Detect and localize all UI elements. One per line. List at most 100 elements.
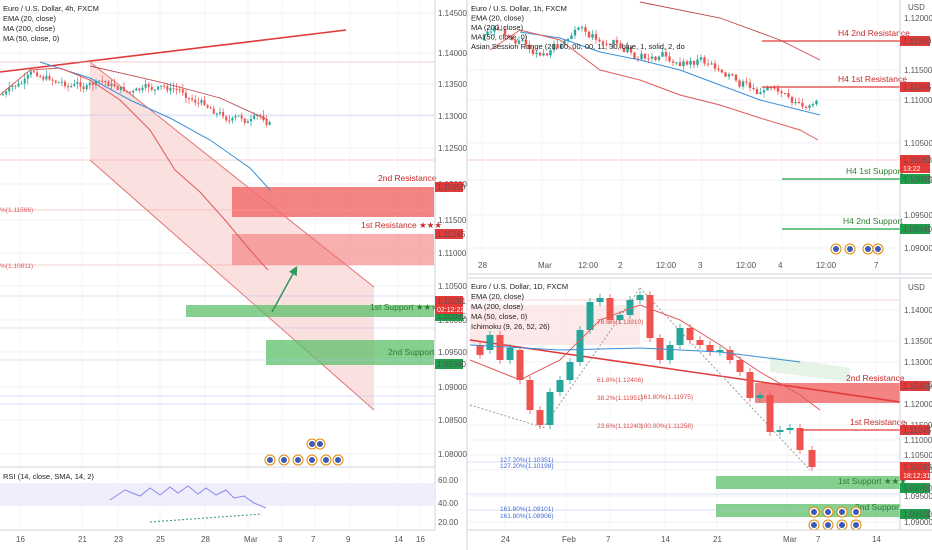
candle [647,58,650,60]
candle [496,27,500,30]
last-price: 1.10263 [903,463,932,472]
candle [573,29,577,36]
candle [222,112,225,117]
y-tick-label: 1.14000 [438,49,467,58]
candle [259,114,262,116]
fib-label: 161.80%(1.08906) [500,513,554,520]
x-tick-label: 9 [346,535,351,544]
candle [535,52,538,54]
candle [228,120,231,122]
candle [671,61,675,63]
candle [586,302,594,330]
panel-4h: 2nd Resistance 1st Resistance ★★★ 1st Supp… [0,0,468,544]
zone-1st-support [716,476,900,489]
level-label: H4 1st Support [846,166,903,176]
candle [116,86,119,90]
candle [615,39,619,44]
candle [516,350,524,380]
panel-1h: H4 2nd Resistance H4 1st Resistance H4 1st… [466,0,932,550]
candle [135,88,138,91]
y-tick-label: 1.10500 [904,451,932,460]
candle [219,112,221,114]
candle [521,40,524,42]
candle [650,56,654,59]
candle [605,43,608,45]
candle [503,29,507,36]
candle [42,76,45,80]
level-label: H4 2nd Support [843,216,903,226]
fib-label: %(1.10811) [0,263,33,270]
countdown: 18:12:31 [903,473,930,480]
fib-label: 161.80%(1.11975) [640,394,693,401]
price-tag [900,224,930,234]
candle [119,86,122,90]
panel-1d: 78.6%(1.13910) 61.8%(1.12406) 38.2%(1.1195… [468,277,932,544]
candle [531,49,535,54]
x-tick-label: 3 [698,261,703,270]
level-label: 2nd Support [388,347,435,357]
zone-1st-resistance [232,234,434,265]
zone-1st-support [186,305,434,317]
candle [88,82,91,86]
candle [796,428,804,450]
candle [150,87,153,90]
candle [727,74,731,77]
x-tick-label: Mar [783,535,797,544]
candle [528,44,531,50]
y-tick-label: 1.13500 [438,80,467,89]
x-tick-label: Feb [562,535,576,544]
rsi-tick-label: 60.00 [438,476,459,485]
candle [510,36,514,40]
candle [591,34,594,38]
fib-swing-line [639,287,811,471]
candle [804,106,808,108]
candle [500,29,503,31]
candle [79,82,82,87]
y-tick-label: 1.11500 [904,66,932,75]
candle [546,392,554,425]
candle [676,328,684,345]
candle [160,85,163,87]
candle [101,80,104,82]
candle [626,300,634,315]
candle [545,53,549,56]
ma50-line [469,344,801,363]
x-tick-label: 16 [416,535,425,544]
candle [240,115,243,119]
zone-2nd-resistance [232,187,434,217]
fib-label: 127.20%(1.10351) [500,457,554,464]
candle [153,89,156,91]
candle [246,121,249,123]
last-price: 1.10263 [903,156,932,165]
candle [496,335,504,360]
candle [23,78,26,84]
candle [686,328,694,340]
fib-label: 78.6%(1.13910) [597,319,643,326]
ema20-line [489,29,819,141]
countdown: 13:22 [903,166,921,173]
candle [654,56,657,60]
candle [265,120,268,125]
candle [17,83,20,87]
x-tick-label: 7 [816,535,821,544]
candle [8,87,11,92]
legend-line: Asian Session Range (20, 00, 00, 00, 11,… [471,42,685,51]
candle [815,100,818,105]
y-tick-label: 1.11000 [904,96,932,105]
candle [787,93,790,97]
last-price: 1.10261 [437,297,466,306]
candle [766,395,774,432]
currency-label: USD [908,3,925,12]
candle [126,90,128,92]
ema20-line [0,67,269,271]
price-tag [900,82,930,92]
candle [756,395,764,398]
candle [748,82,752,88]
candle [169,87,172,91]
y-tick-label: 1.13500 [904,337,932,346]
candle [808,450,816,467]
price-tag [900,425,930,435]
candle [797,101,801,103]
candle [157,86,159,90]
candle [786,428,794,430]
